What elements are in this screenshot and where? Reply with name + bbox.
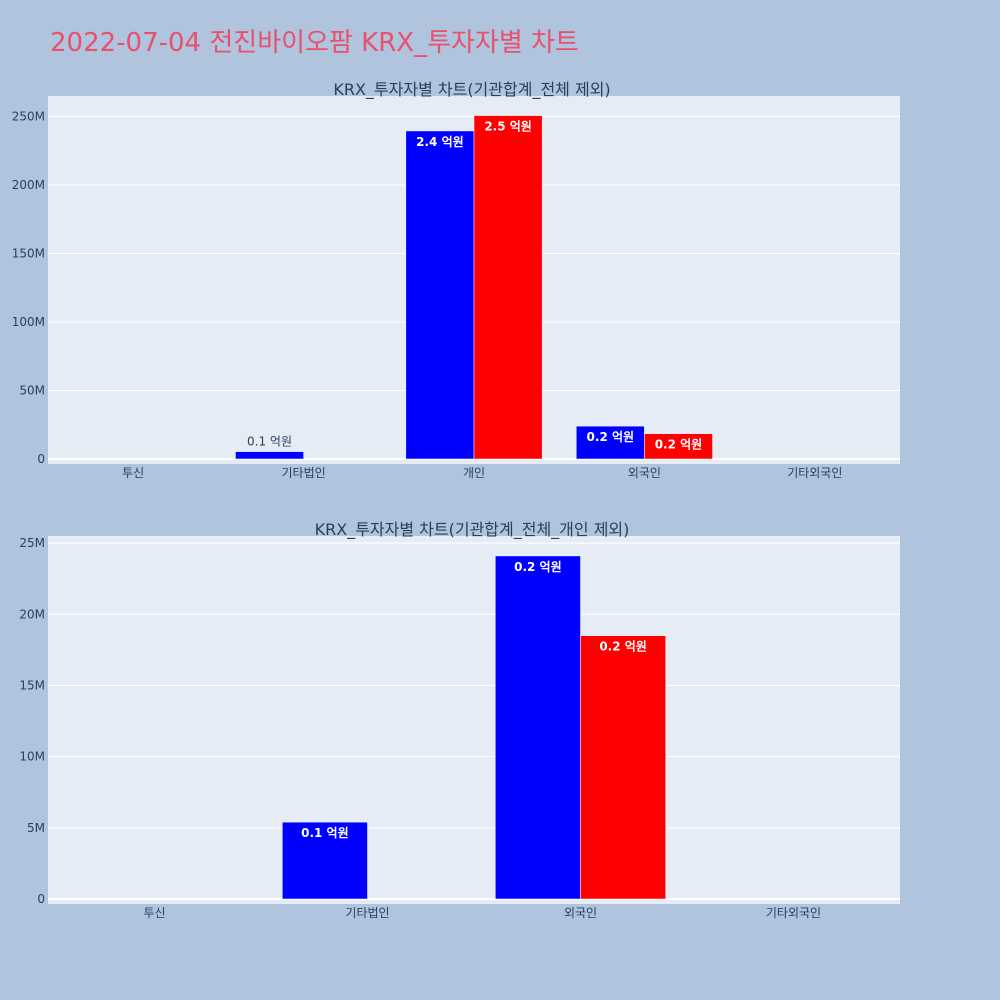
y-tick-label: 250M — [12, 110, 45, 124]
bar — [644, 433, 713, 460]
bar-label: 0.1 억원 — [301, 826, 349, 840]
bar-label: 0.2 억원 — [514, 560, 562, 574]
x-tick-label: 기타법인 — [282, 466, 326, 480]
chart-title: KRX_투자자별 차트(기관합계_전체_개인 제외) — [315, 520, 630, 540]
bar — [575, 425, 645, 460]
y-tick-label: 25M — [19, 536, 45, 550]
chart-2: 0 5M 10M 15M 20M 25M KRX_투자자별 차트(기관합계_전체_개인 제외… — [19, 520, 900, 920]
x-tick-label: 투신 — [143, 906, 165, 920]
x-tick-label: 투신 — [122, 466, 144, 480]
y-tick-label: 15M — [19, 678, 45, 692]
y-tick-label: 100M — [12, 315, 45, 329]
x-tick-label: 기타외국인 — [787, 466, 842, 480]
y-tick-label: 5M — [27, 821, 45, 835]
bar — [580, 635, 666, 900]
y-tick-label: 150M — [12, 247, 45, 261]
bar-label: 0.1 억원 — [247, 435, 292, 449]
bar — [282, 821, 368, 900]
page-title: 2022-07-04 전진바이오팜 KRX_투자자별 차트 — [50, 28, 579, 58]
bar — [495, 555, 581, 900]
bar — [235, 451, 304, 460]
bar-label: 2.5 억원 — [484, 120, 532, 134]
y-tick-label: 0 — [37, 452, 45, 466]
y-tick-label: 10M — [19, 750, 45, 764]
y-tick-label: 20M — [19, 607, 45, 621]
chart-title: KRX_투자자별 차트(기관합계_전체 제외) — [333, 80, 610, 100]
y-tick-label: 0 — [37, 892, 45, 906]
bar-label: 2.4 억원 — [416, 135, 464, 149]
bar-label: 0.2 억원 — [599, 640, 647, 654]
plot-area — [48, 536, 900, 904]
y-tick-label: 200M — [12, 178, 45, 192]
x-tick-label: 개인 — [463, 466, 485, 480]
bar — [473, 115, 543, 460]
y-tick-label: 50M — [19, 384, 45, 398]
x-tick-label: 외국인 — [564, 906, 597, 920]
x-tick-label: 기타외국인 — [766, 906, 821, 920]
x-tick-label: 외국인 — [628, 466, 661, 480]
chart-1: 0 50M 100M 150M 200M 250M KRX_투자자별 차트(기관합계_전체 … — [12, 80, 900, 480]
x-tick-label: 기타법인 — [345, 906, 389, 920]
bar — [405, 130, 475, 460]
bar-label: 0.2 억원 — [655, 438, 703, 452]
bar-label: 0.2 억원 — [587, 430, 635, 444]
